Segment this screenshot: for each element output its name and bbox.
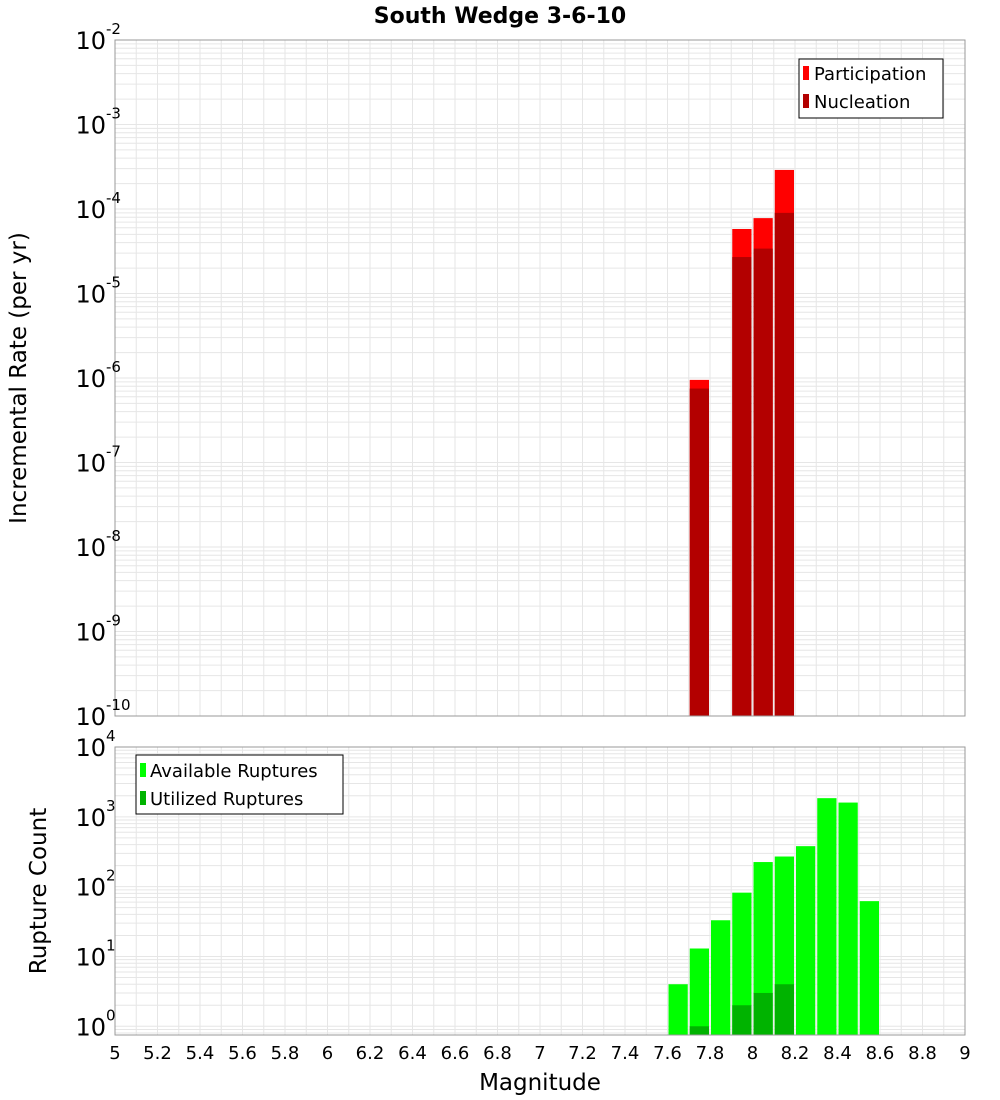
nucleation-bar [732, 257, 752, 716]
available-legend-label: Available Ruptures [150, 761, 318, 782]
rate-y-axis-label: Incremental Rate (per yr) [6, 232, 32, 524]
x-tick-label: 6 [322, 1043, 333, 1064]
available-ruptures-bar [838, 802, 858, 1035]
bottom_y_ticks-tick-exponent: 0 [106, 1006, 116, 1024]
bottom_y_ticks-tick-base: 10 [75, 874, 106, 902]
top_y_ticks-tick-exponent: -7 [106, 443, 121, 461]
bottom_y_ticks-tick-exponent: 2 [106, 867, 116, 885]
available-legend-swatch [140, 763, 146, 777]
nucleation-legend-label: Nucleation [814, 92, 910, 113]
nucleation-legend-swatch [803, 94, 809, 108]
x-tick-label: 5.8 [271, 1043, 300, 1064]
available-ruptures-bar [711, 920, 731, 1035]
top_y_ticks-tick-exponent: -4 [106, 189, 121, 207]
x-tick-label: 7.8 [696, 1043, 725, 1064]
top_y_ticks-tick-exponent: -6 [106, 358, 121, 376]
rate-grid [114, 40, 966, 717]
count-legend-box [135, 754, 344, 815]
x-tick-label: 6.8 [483, 1043, 512, 1064]
top_y_ticks-tick-base: 10 [75, 619, 106, 647]
bottom_y_ticks-tick-base: 10 [75, 734, 106, 762]
rate-y-ticks: 10-210-310-410-510-610-710-810-910-10 [75, 20, 130, 731]
magnitude-x-ticks: 5 5.2 5.4 5.6 5.8 6 6.2 6.4 6.6 6.8 7 7.2 7.4 7.6 7.8 8… [109, 1043, 970, 1064]
top_y_ticks-tick-base: 10 [75, 534, 106, 562]
available-ruptures-bar [732, 892, 752, 1035]
participation-legend-label: Participation [814, 64, 926, 85]
count-plot-frame [114, 746, 966, 1036]
x-tick-label: 8.4 [823, 1043, 852, 1064]
count-y-axis-label: Rupture Count [26, 808, 52, 974]
top_y_ticks-tick-exponent: -5 [106, 274, 121, 292]
top_y_ticks-tick-base: 10 [75, 365, 106, 393]
x-tick-label: 7.4 [611, 1043, 640, 1064]
available-ruptures-bar [668, 984, 688, 1035]
rate-plot-frame [114, 39, 966, 717]
top_y_ticks-tick-base: 10 [75, 281, 106, 309]
utilized-ruptures-bar [689, 1026, 709, 1035]
rate-panel: 10-210-310-410-510-610-710-810-910-10 In… [6, 20, 966, 731]
top_y_ticks-tick-base: 10 [75, 196, 106, 224]
available-ruptures-bar [753, 862, 773, 1035]
x-tick-label: 5.6 [228, 1043, 257, 1064]
top_y_ticks-tick-base: 10 [75, 27, 106, 55]
bottom_y_ticks-tick-base: 10 [75, 804, 106, 832]
utilized-ruptures-bar [732, 1005, 752, 1035]
top_y_ticks-tick-base: 10 [75, 450, 106, 478]
x-tick-label: 7 [534, 1043, 545, 1064]
utilized-legend-swatch [140, 791, 146, 805]
utilized-ruptures-bar [774, 984, 794, 1035]
top_y_ticks-tick-exponent: -2 [106, 20, 121, 38]
bottom_y_ticks-tick-exponent: 4 [106, 727, 116, 745]
nucleation-bar [753, 248, 773, 716]
bottom_y_ticks-tick-base: 10 [75, 943, 106, 971]
utilized-ruptures-bar [753, 992, 773, 1035]
x-tick-label: 6.6 [441, 1043, 470, 1064]
x-tick-label: 8 [747, 1043, 758, 1064]
available-ruptures-bar [859, 901, 879, 1035]
participation-legend-swatch [803, 66, 809, 80]
top_y_ticks-tick-exponent: -8 [106, 527, 121, 545]
available-ruptures-bar [689, 948, 709, 1035]
rate-legend-box [798, 58, 944, 119]
x-tick-label: 5.2 [143, 1043, 172, 1064]
top_y_ticks-tick-base: 10 [75, 703, 106, 731]
x-tick-label: 6.4 [398, 1043, 427, 1064]
top_y_ticks-tick-exponent: -9 [106, 612, 121, 630]
top_y_ticks-tick-exponent: -10 [106, 696, 131, 714]
utilized-legend-label: Utilized Ruptures [150, 789, 303, 810]
available-ruptures-bar [817, 798, 837, 1035]
count-legend: Available Ruptures Utilized Ruptures [135, 754, 344, 815]
x-tick-label: 9 [959, 1043, 970, 1064]
nucleation-bar [774, 212, 794, 716]
available-ruptures-bar [796, 846, 816, 1035]
magnitude-x-axis-label: Magnitude [479, 1070, 601, 1096]
x-tick-label: 8.2 [781, 1043, 810, 1064]
x-tick-label: 8.8 [908, 1043, 937, 1064]
nucleation-bar [689, 388, 709, 716]
count-bars [668, 798, 879, 1035]
x-tick-label: 6.2 [356, 1043, 385, 1064]
rate-legend: Participation Nucleation [798, 58, 944, 119]
x-tick-label: 7.6 [653, 1043, 682, 1064]
chart-title: South Wedge 3-6-10 [374, 4, 626, 29]
top_y_ticks-tick-base: 10 [75, 112, 106, 140]
bottom_y_ticks-tick-exponent: 3 [106, 797, 116, 815]
rate-bars [689, 169, 794, 716]
bottom_y_ticks-tick-exponent: 1 [106, 936, 116, 954]
x-tick-label: 5.4 [186, 1043, 215, 1064]
x-tick-label: 5 [109, 1043, 120, 1064]
x-tick-label: 7.2 [568, 1043, 597, 1064]
x-tick-label: 8.6 [866, 1043, 895, 1064]
bottom_y_ticks-tick-base: 10 [75, 1013, 106, 1041]
top_y_ticks-tick-exponent: -3 [106, 105, 121, 123]
